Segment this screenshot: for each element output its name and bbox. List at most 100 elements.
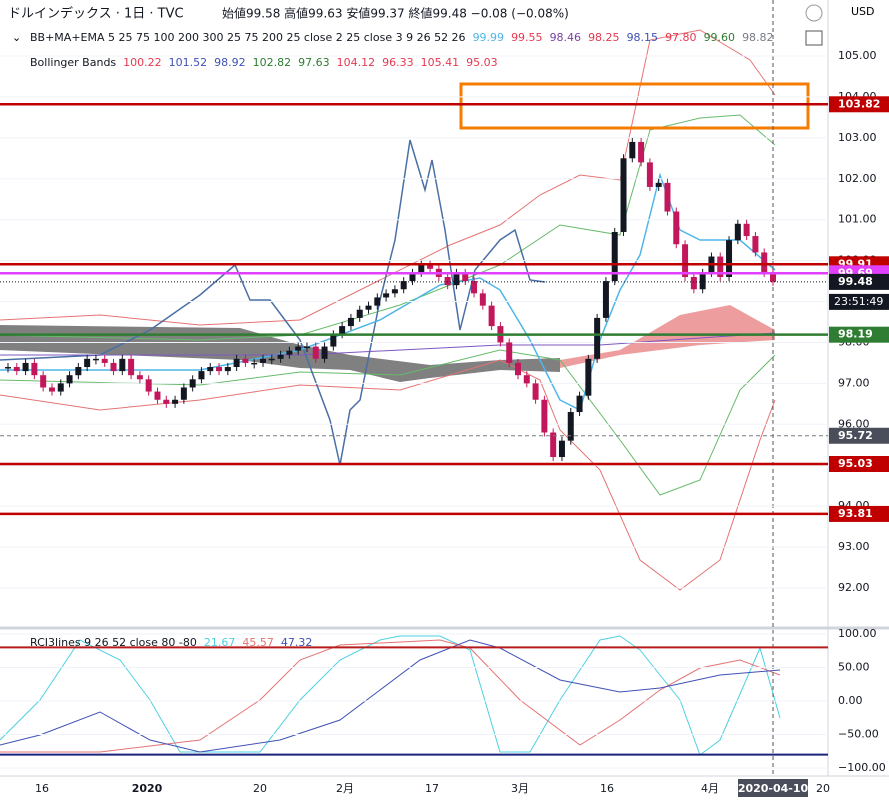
- candle: [673, 211, 680, 245]
- candle: [347, 317, 354, 327]
- rci-long: [0, 639, 781, 753]
- candle: [295, 346, 302, 351]
- level-label-bg: [829, 273, 889, 290]
- indicator-value: 97.63: [298, 56, 330, 69]
- indicator-value: 96.33: [382, 56, 414, 69]
- candle: [400, 281, 407, 290]
- candle: [726, 240, 733, 277]
- candle: [752, 236, 759, 253]
- level-label-bg: [829, 456, 889, 473]
- indicator-value: 98.15: [627, 31, 659, 44]
- indicator-name: Bollinger Bands: [30, 56, 116, 69]
- level-label-bg: [829, 326, 889, 343]
- candle: [479, 293, 486, 306]
- candle: [66, 375, 73, 384]
- date-label-bg: [738, 779, 808, 797]
- candle: [770, 272, 776, 282]
- level-label-bg: [829, 96, 889, 113]
- candle: [734, 223, 741, 241]
- candle: [330, 334, 337, 347]
- candle: [268, 358, 275, 361]
- candle: [523, 375, 530, 384]
- candle: [743, 223, 750, 237]
- candle: [75, 367, 82, 376]
- candle: [128, 358, 135, 376]
- settings-icon[interactable]: [805, 30, 823, 46]
- indicator-value: 105.41: [421, 56, 460, 69]
- y-tick-label: 92.00: [838, 581, 870, 594]
- candle: [391, 289, 398, 294]
- x-tick-label: 20: [253, 782, 267, 795]
- candle: [22, 362, 29, 372]
- candle: [629, 141, 636, 159]
- candle: [224, 367, 231, 372]
- collapse-toggle[interactable]: ⌄: [12, 31, 21, 44]
- candle: [567, 412, 574, 441]
- candle: [620, 158, 627, 232]
- x-tick-label: 16: [35, 782, 49, 795]
- candle: [383, 293, 390, 298]
- candle: [48, 387, 55, 392]
- candle: [339, 326, 346, 335]
- x-tick-label: 16: [600, 782, 614, 795]
- bb-mid-lower: [0, 349, 776, 496]
- candle: [427, 264, 434, 269]
- candle: [110, 362, 117, 372]
- y-tick-label: 101.00: [838, 213, 877, 226]
- candle: [717, 256, 724, 277]
- candle: [5, 367, 11, 369]
- level-label: 99.48: [838, 275, 873, 288]
- lagging-span: [0, 139, 546, 466]
- candle: [418, 264, 425, 273]
- y-tick-label: 103.00: [838, 131, 877, 144]
- candle: [462, 272, 469, 282]
- indicator-value: 99.60: [704, 31, 736, 44]
- candle: [180, 387, 187, 400]
- indicator-legend: BB+MA+EMA 5 25 75 100 200 300 25 75 200 …: [30, 31, 774, 44]
- candle: [172, 399, 179, 404]
- candle: [207, 367, 214, 372]
- x-tick-label: 4月: [701, 782, 719, 795]
- candle: [145, 379, 152, 392]
- symbol-title: ドルインデックス · 1日 · TVC: [8, 6, 184, 22]
- indicator-value: 98.46: [550, 31, 582, 44]
- rci-name: RCI3lines 9 26 52 close 80 -80: [30, 636, 197, 649]
- candle: [682, 244, 689, 277]
- level-label: 93.81: [838, 507, 873, 520]
- y-tick-label: 96.00: [838, 417, 870, 430]
- level-label: 98.19: [838, 328, 873, 341]
- indicator-legend: Bollinger Bands 100.22 101.52 98.92 102.82 97…: [30, 56, 498, 69]
- candle: [594, 317, 601, 359]
- candle: [57, 383, 64, 392]
- indicator-value: 102.82: [253, 56, 292, 69]
- candle: [541, 399, 548, 433]
- level-label: 95.72: [838, 429, 873, 442]
- candle: [277, 354, 284, 359]
- y-tick-label: 93.00: [838, 540, 870, 553]
- indicator-value: 98.92: [214, 56, 246, 69]
- bb-upper: [0, 29, 776, 326]
- indicator-value: 98.25: [588, 31, 620, 44]
- rci-tick-label: −100.00: [838, 761, 886, 774]
- alert-icon[interactable]: [805, 4, 823, 22]
- candle: [576, 395, 583, 413]
- candle: [638, 141, 645, 163]
- candle: [251, 362, 258, 365]
- countdown-bg: [829, 293, 889, 310]
- candle: [92, 358, 99, 361]
- candle: [136, 375, 143, 380]
- rci-short: [0, 635, 781, 756]
- candle: [84, 358, 91, 368]
- candle: [699, 272, 706, 290]
- candle: [365, 305, 372, 310]
- candle: [655, 182, 662, 187]
- candle: [163, 399, 170, 404]
- indicator-value: 97.80: [665, 31, 697, 44]
- rci-tick-label: −50.00: [838, 728, 879, 741]
- candle: [312, 346, 319, 359]
- x-tick-label: 2020: [132, 782, 163, 795]
- rci-value: 45.57: [242, 636, 274, 649]
- x-tick-label: 3月: [511, 782, 529, 795]
- candle: [189, 379, 196, 388]
